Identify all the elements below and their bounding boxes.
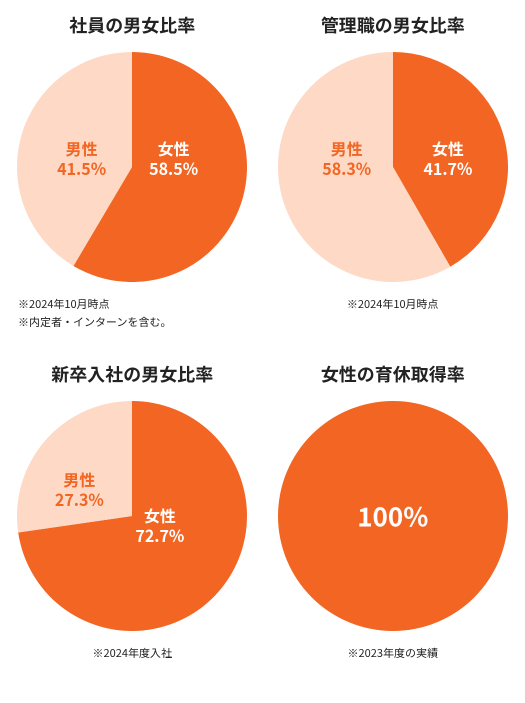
slice-pct: 58.3% [322,158,371,178]
slice-name: 女性 [149,138,198,158]
chart-panel-employees: 社員の男女比率女性58.5% 男性41.5% ※2024年10月時点※内定者・インタ… [8,12,257,331]
slice-pct: 41.7% [423,158,472,178]
chart-panel-managers: 管理職の男女比率女性41.7% 男性58.3% ※2024年10月時点 [269,12,518,331]
slice-name: 男性 [322,138,371,158]
slice-name: 男性 [55,469,104,489]
slice-pct: 27.3% [55,489,104,509]
chart-note-line: ※内定者・インターンを含む。 [18,314,247,332]
chart-notes: ※2024年10月時点※内定者・インターンを含む。 [8,296,257,331]
chart-panel-newgrads: 新卒入社の男女比率女性72.7% 男性27.3% ※2024年度入社 [8,361,257,663]
slice-pct: 41.5% [57,158,106,178]
pie-chart: 女性41.7% 男性58.3% [278,52,508,282]
chart-title: 新卒入社の男女比率 [51,361,213,387]
slice-label-female: 女性41.7% [423,138,472,178]
slice-label-male: 男性58.3% [322,138,371,178]
slice-name: 女性 [135,505,184,525]
slice-name: 男性 [57,138,106,158]
chart-note-line: ※2024年度入社 [8,645,257,663]
chart-note-line: ※2023年度の実績 [269,645,518,663]
slice-name: 女性 [423,138,472,158]
chart-notes: ※2024年10月時点 [269,296,518,314]
chart-title: 社員の男女比率 [69,12,195,38]
center-label: 100% [357,498,428,535]
chart-title: 管理職の男女比率 [321,12,465,38]
slice-label-female: 女性72.7% [135,505,184,545]
pie-chart: 女性58.5% 男性41.5% [17,52,247,282]
chart-panel-maternity: 女性の育休取得率 100% ※2023年度の実績 [269,361,518,663]
chart-notes: ※2024年度入社 [8,645,257,663]
chart-note-line: ※2024年10月時点 [18,296,247,314]
slice-label-male: 男性41.5% [57,138,106,178]
slice-pct: 72.7% [135,525,184,545]
slice-pct: 58.5% [149,158,198,178]
chart-title: 女性の育休取得率 [321,361,465,387]
slice-label-female: 女性58.5% [149,138,198,178]
chart-notes: ※2023年度の実績 [269,645,518,663]
slice-label-male: 男性27.3% [55,469,104,509]
pie-chart: 女性72.7% 男性27.3% [17,401,247,631]
pie-chart: 100% [278,401,508,631]
chart-note-line: ※2024年10月時点 [269,296,518,314]
